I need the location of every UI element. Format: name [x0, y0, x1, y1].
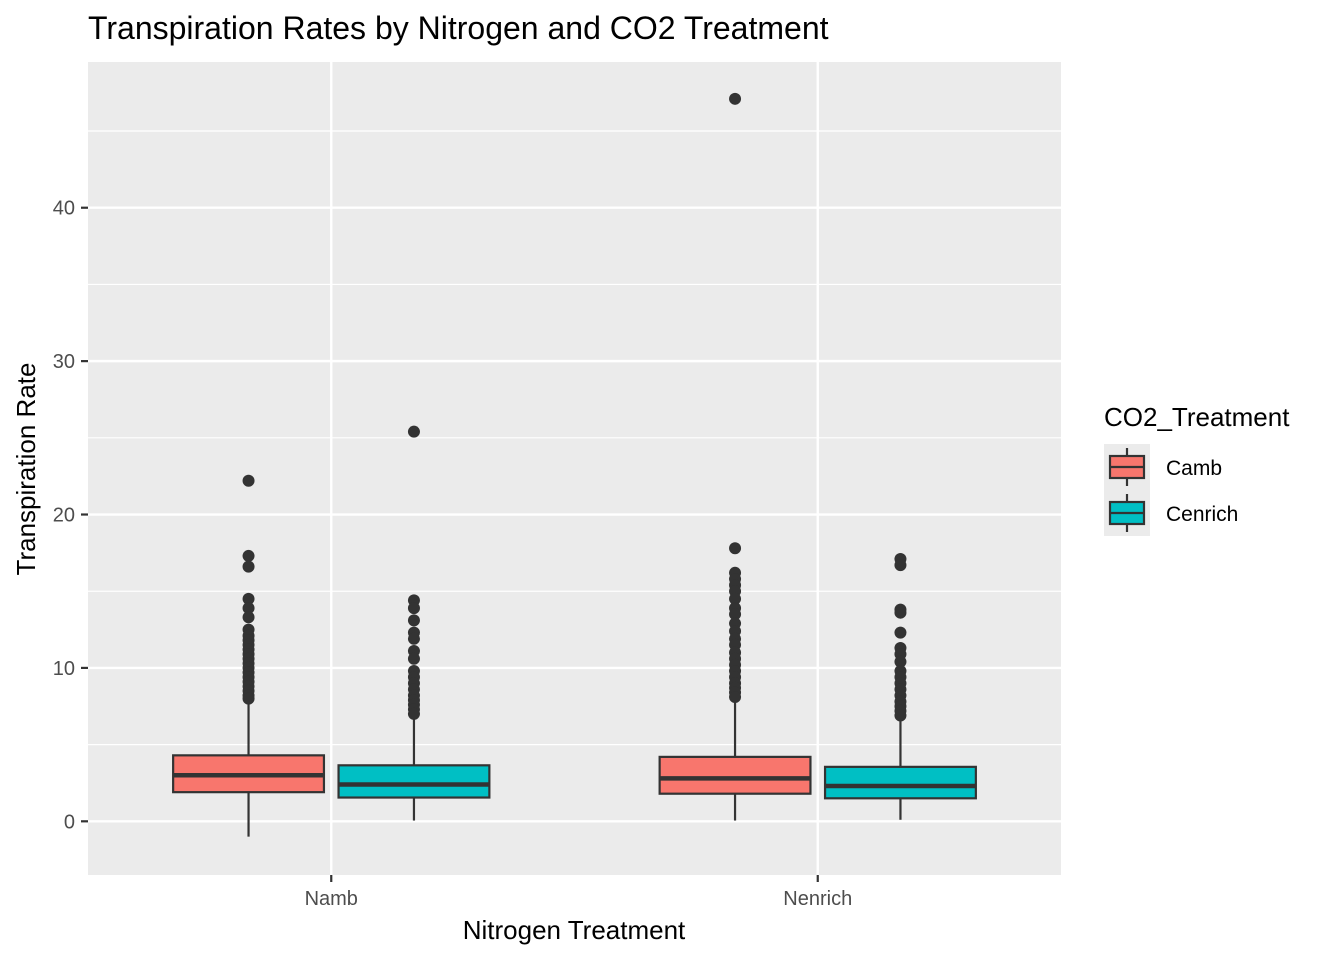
outlier-point	[407, 425, 420, 438]
outlier-point	[894, 606, 907, 619]
outlier-point	[242, 474, 255, 487]
legend: CO2_Treatment Camb Cenrich	[1104, 402, 1290, 536]
legend-label: Cenrich	[1166, 503, 1238, 526]
outlier-point	[242, 549, 255, 562]
outlier-point	[407, 707, 420, 720]
outlier-point	[729, 542, 742, 555]
outlier-point	[407, 652, 420, 665]
plot-panel-background	[88, 62, 1061, 875]
outlier-point	[242, 560, 255, 573]
x-axis-title: Nitrogen Treatment	[463, 915, 686, 945]
box-cenrich-nenrich	[823, 553, 977, 820]
outlier-point	[894, 626, 907, 639]
y-axis-title: Transpiration Rate	[11, 363, 41, 576]
outlier-point	[407, 632, 420, 645]
y-tick-label: 40	[53, 198, 75, 220]
outlier-point	[729, 691, 742, 704]
outlier-point	[407, 614, 420, 627]
outlier-point	[242, 692, 255, 705]
legend-item-camb: Camb	[1104, 444, 1222, 490]
y-tick-label: 20	[53, 505, 75, 527]
axes: 0 10 20 30 40 Namb Nenrich	[53, 198, 852, 910]
outlier-point	[894, 655, 907, 668]
iqr-box	[658, 755, 812, 795]
legend-label: Camb	[1166, 457, 1222, 480]
outlier-point	[894, 709, 907, 722]
legend-title: CO2_Treatment	[1104, 402, 1290, 432]
outlier-point	[407, 602, 420, 615]
box-camb-namb	[172, 474, 326, 837]
outlier-point	[729, 608, 742, 621]
outlier-point	[894, 559, 907, 572]
outlier-point	[729, 92, 742, 105]
x-tick-label: Nenrich	[783, 888, 852, 910]
x-tick-label: Namb	[305, 888, 358, 910]
y-tick-label: 0	[64, 811, 75, 833]
outlier-point	[242, 611, 255, 624]
iqr-box	[337, 764, 491, 799]
outlier-point	[729, 592, 742, 605]
outlier-point	[242, 602, 255, 615]
boxes	[172, 92, 977, 837]
y-tick-label: 30	[53, 351, 75, 373]
box-camb-nenrich	[658, 92, 812, 821]
y-tick-label: 10	[53, 658, 75, 680]
iqr-box	[823, 765, 977, 800]
legend-item-cenrich: Cenrich	[1104, 490, 1238, 536]
box-cenrich-namb	[337, 425, 491, 821]
chart-title: Transpiration Rates by Nitrogen and CO2 …	[88, 10, 829, 46]
outlier-point	[242, 592, 255, 605]
